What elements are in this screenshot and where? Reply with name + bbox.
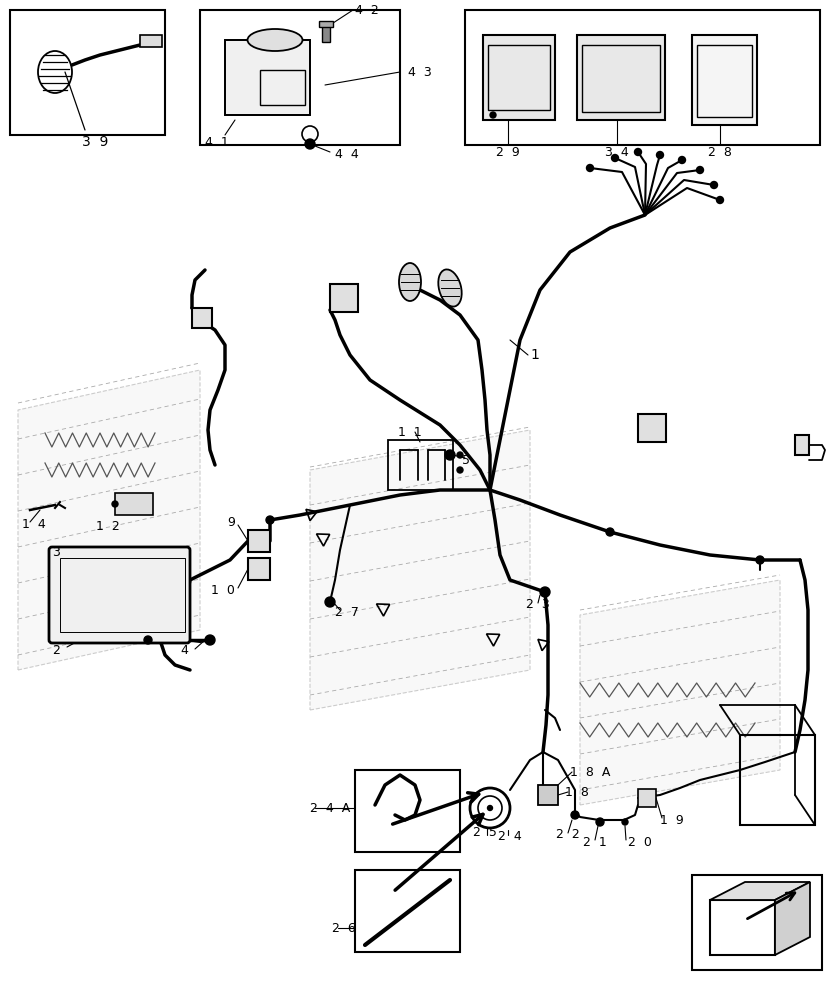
Circle shape bbox=[635, 148, 641, 155]
Circle shape bbox=[679, 156, 686, 163]
Circle shape bbox=[112, 501, 118, 507]
Text: 1  8: 1 8 bbox=[565, 786, 589, 798]
Text: 4: 4 bbox=[180, 645, 188, 658]
Bar bbox=[388, 440, 453, 490]
Ellipse shape bbox=[399, 263, 421, 301]
Text: 2  1: 2 1 bbox=[584, 836, 607, 848]
Text: 4  4: 4 4 bbox=[335, 148, 359, 161]
Circle shape bbox=[596, 818, 604, 826]
Circle shape bbox=[711, 182, 717, 188]
FancyBboxPatch shape bbox=[49, 547, 190, 643]
Polygon shape bbox=[18, 370, 200, 670]
Text: 3  9: 3 9 bbox=[82, 135, 108, 149]
Bar bbox=[483, 35, 555, 120]
Bar bbox=[225, 40, 310, 115]
Text: 2  3: 2 3 bbox=[526, 597, 550, 610]
Bar bbox=[260, 70, 305, 105]
Text: 1  9: 1 9 bbox=[660, 814, 684, 826]
Bar bbox=[538, 785, 558, 805]
Text: 2  5: 2 5 bbox=[473, 826, 497, 840]
Bar bbox=[319, 21, 333, 27]
Text: 3  4: 3 4 bbox=[605, 145, 629, 158]
Text: 2  6: 2 6 bbox=[332, 922, 356, 934]
Bar bbox=[200, 10, 400, 145]
Circle shape bbox=[571, 811, 579, 819]
Circle shape bbox=[490, 112, 496, 118]
Ellipse shape bbox=[438, 269, 461, 307]
Text: 2  0: 2 0 bbox=[628, 836, 652, 848]
Polygon shape bbox=[580, 580, 780, 805]
Text: 1  0: 1 0 bbox=[212, 584, 235, 596]
Circle shape bbox=[540, 587, 550, 597]
Text: 1  2: 1 2 bbox=[96, 520, 120, 532]
Ellipse shape bbox=[247, 29, 303, 51]
Bar bbox=[692, 35, 757, 125]
Bar bbox=[638, 789, 656, 807]
Circle shape bbox=[457, 452, 463, 458]
Bar bbox=[697, 45, 752, 117]
Bar bbox=[192, 308, 212, 328]
Text: 1  8  A: 1 8 A bbox=[570, 766, 610, 778]
Circle shape bbox=[144, 636, 152, 644]
Bar bbox=[248, 530, 270, 552]
Text: 1  4: 1 4 bbox=[22, 518, 46, 532]
Text: 9: 9 bbox=[227, 516, 235, 528]
Circle shape bbox=[756, 556, 764, 564]
Circle shape bbox=[606, 528, 614, 536]
Polygon shape bbox=[310, 430, 530, 710]
Circle shape bbox=[305, 139, 315, 149]
Circle shape bbox=[457, 467, 463, 473]
Bar bbox=[692, 875, 822, 970]
Text: 2  8: 2 8 bbox=[708, 145, 732, 158]
Text: 2  2: 2 2 bbox=[556, 828, 580, 842]
Bar bbox=[465, 10, 820, 145]
Text: 4  1: 4 1 bbox=[205, 136, 229, 149]
Bar bbox=[225, 40, 310, 115]
Bar bbox=[582, 45, 660, 112]
Text: 4  3: 4 3 bbox=[408, 66, 431, 79]
Circle shape bbox=[325, 597, 335, 607]
Bar bbox=[115, 493, 153, 515]
Text: 2  4: 2 4 bbox=[498, 830, 522, 844]
Circle shape bbox=[487, 806, 492, 810]
Bar bbox=[60, 558, 185, 632]
Bar bbox=[638, 414, 666, 442]
Circle shape bbox=[696, 166, 704, 174]
Bar bbox=[330, 284, 358, 312]
Polygon shape bbox=[710, 882, 810, 900]
Bar bbox=[248, 558, 270, 580]
Text: 1  1: 1 1 bbox=[398, 426, 421, 438]
Circle shape bbox=[611, 154, 619, 161]
Text: 2: 2 bbox=[52, 644, 60, 656]
Text: 2  7: 2 7 bbox=[335, 606, 359, 619]
Bar bbox=[355, 770, 460, 852]
Text: 1: 1 bbox=[530, 348, 539, 362]
Text: 4  2: 4 2 bbox=[355, 3, 379, 16]
Bar bbox=[740, 735, 815, 825]
Text: 3: 3 bbox=[52, 546, 60, 558]
Circle shape bbox=[622, 819, 628, 825]
Circle shape bbox=[587, 164, 594, 172]
Bar bbox=[710, 900, 775, 955]
Text: 5: 5 bbox=[462, 454, 470, 466]
Bar bbox=[577, 35, 665, 120]
Text: 2  9: 2 9 bbox=[496, 145, 520, 158]
Circle shape bbox=[205, 635, 215, 645]
Bar bbox=[10, 10, 165, 135]
Text: 2  4  A: 2 4 A bbox=[310, 802, 350, 814]
Bar bbox=[322, 24, 330, 42]
Circle shape bbox=[716, 196, 723, 204]
Bar bbox=[355, 870, 460, 952]
Bar bbox=[488, 45, 550, 110]
Polygon shape bbox=[775, 882, 810, 955]
Circle shape bbox=[266, 516, 274, 524]
Circle shape bbox=[656, 151, 664, 158]
Circle shape bbox=[445, 450, 455, 460]
Bar bbox=[795, 435, 809, 455]
Bar bbox=[140, 35, 162, 47]
